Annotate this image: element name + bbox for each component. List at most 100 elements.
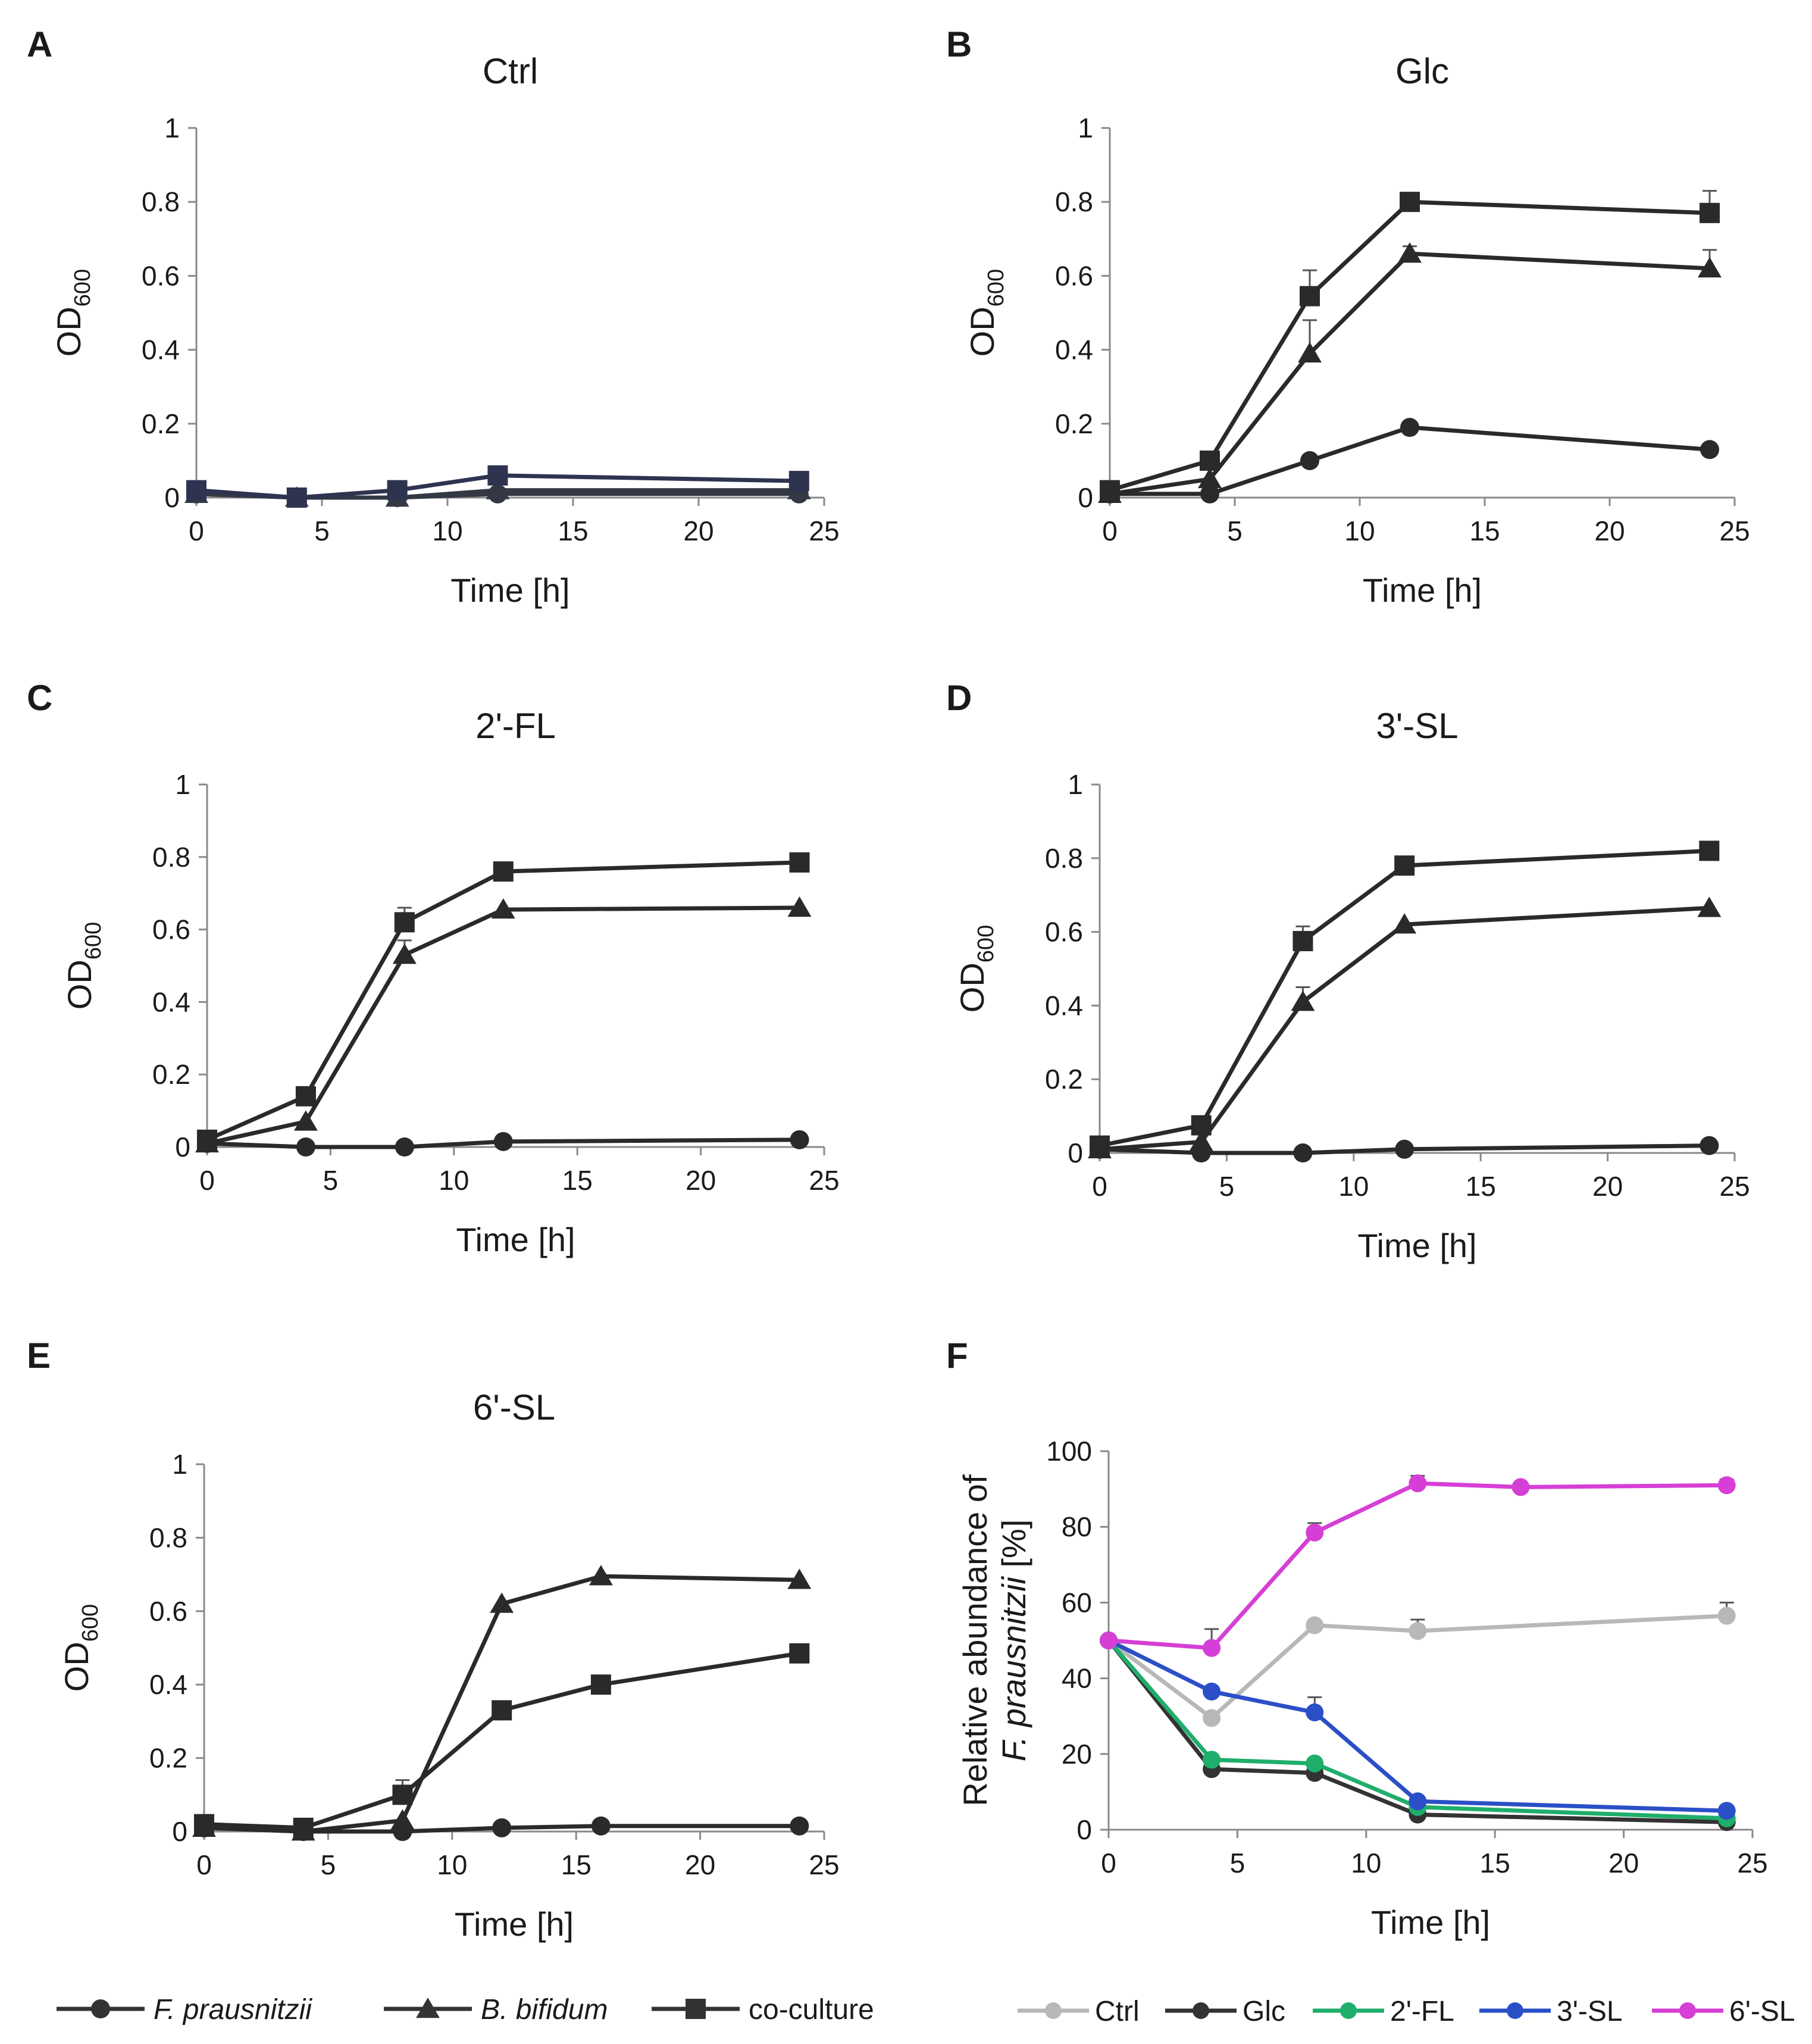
data-point — [1306, 1703, 1324, 1721]
y-tick-label: 0 — [1078, 482, 1093, 513]
legend-marker — [91, 1999, 110, 2018]
y-axis-label-subscript: 600 — [78, 1604, 103, 1642]
data-point — [286, 487, 307, 508]
x-tick-label: 20 — [683, 515, 713, 546]
data-point — [1298, 342, 1322, 363]
series-3-sl — [1100, 1632, 1736, 1820]
data-point — [790, 1816, 809, 1836]
y-tick-label: 0.8 — [152, 842, 190, 873]
y-axis-label-subscript: 600 — [70, 269, 95, 307]
panel-letter: B — [946, 24, 972, 64]
y-tick-label: 0.6 — [142, 260, 180, 291]
legend-label: B. bifidum — [481, 1994, 608, 2026]
data-point — [1700, 202, 1720, 223]
panel-letter: E — [27, 1336, 51, 1376]
series-b-bifidum — [195, 896, 812, 1153]
y-tick-label: 0.2 — [1045, 1064, 1083, 1095]
data-point — [1300, 451, 1319, 470]
legend-item-b-bifidum: B. bifidum — [384, 1994, 608, 2026]
data-point — [390, 1809, 415, 1830]
y-axis-label-main: OD — [61, 960, 98, 1010]
series-co-culture — [197, 852, 810, 1150]
data-point — [1198, 467, 1222, 489]
data-point — [492, 1700, 512, 1721]
series-f-prausnitzii — [1100, 418, 1719, 504]
data-point — [1392, 913, 1417, 934]
y-axis-label-species: F. prausnitzii — [995, 1576, 1032, 1762]
x-tick-label: 0 — [1102, 515, 1118, 546]
y-axis-label-subscript: 600 — [984, 269, 1009, 307]
y-tick-label: 80 — [1062, 1511, 1092, 1542]
series-line — [1107, 1639, 1727, 1821]
data-point — [1293, 931, 1313, 952]
y-tick-label: 0.2 — [142, 408, 180, 439]
x-tick-label: 20 — [686, 1165, 716, 1196]
data-point — [789, 852, 810, 873]
data-point — [1697, 896, 1722, 917]
x-axis-label: Time [h] — [455, 1905, 574, 1943]
y-tick-label: 1 — [1078, 112, 1093, 143]
legend-item-ctrl: Ctrl — [1018, 1996, 1140, 2027]
chart-title: Ctrl — [483, 51, 538, 91]
data-point — [392, 1784, 413, 1805]
y-tick-label: 1 — [175, 769, 190, 800]
x-tick-label: 25 — [1719, 515, 1750, 546]
x-tick-label: 0 — [196, 1849, 212, 1880]
y-tick-label: 1 — [172, 1449, 187, 1480]
x-tick-label: 5 — [1227, 515, 1243, 546]
data-point — [293, 1817, 314, 1838]
data-point — [490, 1592, 514, 1613]
legend-item-co-culture: co-culture — [652, 1994, 874, 2026]
series-line — [1099, 905, 1710, 1152]
x-tick-label: 10 — [437, 1849, 467, 1880]
series-f-prausnitzii — [198, 1130, 809, 1157]
y-tick-label: 1 — [164, 112, 180, 143]
data-point — [1409, 1792, 1427, 1811]
y-tick-label: 0.8 — [142, 186, 180, 217]
legend-marker — [1679, 2002, 1696, 2019]
series-line — [206, 905, 800, 1146]
data-point — [1400, 418, 1419, 437]
data-point — [1700, 440, 1719, 460]
x-tick-label: 20 — [1594, 515, 1625, 546]
data-point — [1698, 257, 1722, 278]
data-point — [1511, 1478, 1530, 1496]
data-point — [1717, 1802, 1736, 1820]
data-point — [1191, 1115, 1212, 1136]
x-tick-label: 20 — [685, 1849, 715, 1880]
y-tick-label: 40 — [1062, 1663, 1092, 1694]
data-point — [787, 896, 812, 917]
legend-marker — [686, 1999, 706, 2019]
data-point — [1306, 1754, 1324, 1773]
y-tick-label: 20 — [1062, 1739, 1092, 1770]
data-point — [1409, 1622, 1427, 1640]
y-tick-label: 0.8 — [149, 1522, 187, 1553]
y-tick-label: 0.4 — [149, 1669, 187, 1700]
y-tick-label: 0.8 — [1055, 186, 1093, 217]
series-co-culture — [194, 1643, 810, 1838]
data-point — [197, 1129, 217, 1150]
data-point — [589, 1565, 613, 1586]
x-axis-label: Time [h] — [1371, 1904, 1490, 1941]
y-axis-label-line1: Relative abundance of — [956, 1474, 994, 1807]
x-tick-label: 5 — [314, 515, 330, 546]
x-tick-label: 25 — [809, 1165, 839, 1196]
x-tick-label: 25 — [1737, 1848, 1767, 1879]
x-tick-label: 0 — [189, 515, 204, 546]
panel-letter: F — [946, 1336, 968, 1376]
data-point — [1300, 286, 1320, 307]
data-point — [493, 1132, 513, 1151]
data-point — [789, 1643, 810, 1664]
y-axis-label-main: OD — [50, 307, 87, 357]
data-point — [487, 465, 508, 486]
y-axis-label: OD600 — [61, 922, 106, 1010]
legend-marker — [1507, 2002, 1523, 2019]
x-tick-label: 20 — [1592, 1171, 1623, 1202]
legend-abundance: Ctrl Glc 2'-FL 3'-SL 6'-SL — [1018, 1996, 1795, 2027]
y-tick-label: 100 — [1046, 1436, 1092, 1467]
